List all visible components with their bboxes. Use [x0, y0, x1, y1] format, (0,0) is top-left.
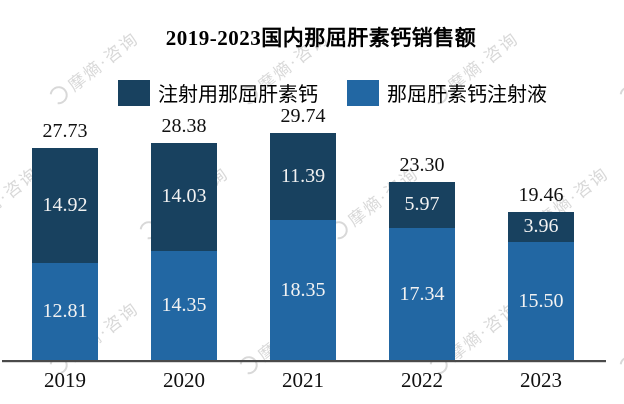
bar-2019: 14.92 12.81 [32, 148, 98, 361]
legend-item-dark: 注射用那屈肝素钙 [118, 78, 318, 107]
bar-2021: 11.39 18.35 [270, 132, 336, 361]
total-label-2019: 27.73 [42, 120, 88, 143]
bar-segment-dark-2020: 14.03 [151, 143, 217, 251]
bar-segment-light-2023: 15.50 [508, 241, 574, 361]
bar-2023: 3.96 15.50 [508, 211, 574, 361]
bar-segment-dark-2021: 11.39 [270, 132, 336, 221]
bar-segment-dark-2023: 3.96 [508, 211, 574, 242]
legend-item-light: 那屈肝素钙注射液 [347, 78, 547, 107]
total-label-2022: 23.30 [399, 154, 445, 177]
bar-segment-light-2021: 18.35 [270, 220, 336, 361]
bar-segment-light-2022: 17.34 [389, 227, 455, 361]
legend-swatch-light [347, 79, 379, 106]
x-tick-2019: 2019 [44, 368, 86, 392]
bar-2022: 5.97 17.34 [389, 181, 455, 361]
legend-swatch-dark [118, 79, 150, 106]
legend: 注射用那屈肝素钙 那屈肝素钙注射液 [118, 78, 547, 107]
legend-label-light: 那屈肝素钙注射液 [387, 84, 547, 106]
bar-segment-dark-2022: 5.97 [389, 181, 455, 228]
total-label-2020: 28.38 [161, 115, 207, 138]
chart-title: 2019-2023国内那屈肝素钙销售额 [165, 26, 477, 50]
total-label-2021: 29.74 [280, 104, 326, 127]
bar-segment-light-2020: 14.35 [151, 250, 217, 361]
x-tick-2021: 2021 [282, 368, 324, 392]
bar-2020: 14.03 14.35 [151, 143, 217, 361]
legend-label-dark: 注射用那屈肝素钙 [158, 84, 318, 106]
x-tick-2022: 2022 [401, 368, 443, 392]
x-axis-line [2, 360, 606, 362]
x-tick-2020: 2020 [163, 368, 205, 392]
bar-segment-light-2019: 12.81 [32, 262, 98, 361]
bar-segment-dark-2019: 14.92 [32, 148, 98, 263]
x-tick-2023: 2023 [520, 368, 562, 392]
total-label-2023: 19.46 [518, 183, 564, 206]
